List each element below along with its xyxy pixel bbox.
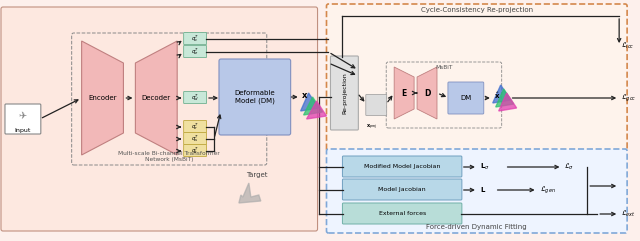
FancyBboxPatch shape — [342, 203, 462, 224]
Text: ✈: ✈ — [19, 111, 27, 121]
FancyBboxPatch shape — [219, 59, 291, 135]
Text: $\mathbf{x}$: $\mathbf{x}$ — [301, 91, 308, 100]
Text: Modified Model Jacobian: Modified Model Jacobian — [364, 164, 440, 169]
FancyBboxPatch shape — [342, 179, 462, 200]
Text: $\mathbf{x}_{proj}$: $\mathbf{x}_{proj}$ — [366, 123, 378, 132]
Polygon shape — [496, 89, 514, 107]
FancyBboxPatch shape — [326, 149, 627, 233]
Text: $q_c^T$: $q_c^T$ — [191, 33, 199, 44]
Text: External forces: External forces — [378, 211, 426, 216]
Text: $\mathcal{L}_{icc}$: $\mathcal{L}_{icc}$ — [621, 41, 635, 51]
Polygon shape — [499, 93, 516, 111]
Polygon shape — [307, 101, 326, 119]
Text: Encoder: Encoder — [88, 95, 116, 101]
FancyBboxPatch shape — [184, 46, 207, 58]
Text: Target: Target — [246, 172, 268, 178]
Text: $q_r^T$: $q_r^T$ — [191, 121, 199, 132]
FancyBboxPatch shape — [184, 92, 207, 103]
Text: Re-projection: Re-projection — [342, 72, 347, 114]
Text: Decoder: Decoder — [141, 95, 171, 101]
Text: $q_d^T$: $q_d^T$ — [191, 92, 199, 103]
FancyBboxPatch shape — [330, 56, 358, 130]
Text: $\mathcal{L}_{gcc}$: $\mathcal{L}_{gcc}$ — [621, 92, 636, 104]
Text: Cycle-Consistency Re-projection: Cycle-Consistency Re-projection — [420, 7, 533, 13]
Text: $q_t^T$: $q_t^T$ — [191, 145, 199, 156]
Polygon shape — [301, 93, 319, 111]
FancyBboxPatch shape — [326, 4, 627, 151]
Polygon shape — [417, 67, 437, 119]
Text: MsBiT: MsBiT — [435, 65, 452, 70]
Text: Model Jacobian: Model Jacobian — [378, 187, 426, 192]
Polygon shape — [303, 97, 323, 115]
Text: $\mathcal{L}_{ext}$: $\mathcal{L}_{ext}$ — [621, 209, 636, 219]
FancyBboxPatch shape — [5, 104, 41, 134]
Text: $q_e^T$: $q_e^T$ — [191, 46, 199, 57]
FancyBboxPatch shape — [184, 145, 207, 156]
FancyBboxPatch shape — [184, 33, 207, 45]
FancyBboxPatch shape — [184, 120, 207, 133]
FancyBboxPatch shape — [184, 133, 207, 145]
Text: DM: DM — [460, 95, 472, 101]
Polygon shape — [394, 67, 414, 119]
Polygon shape — [493, 85, 511, 103]
Text: E: E — [401, 88, 407, 98]
Text: D: D — [424, 88, 430, 98]
Text: $\mathbf{L}_{\sigma}$: $\mathbf{L}_{\sigma}$ — [480, 162, 490, 172]
Polygon shape — [239, 183, 260, 203]
Text: $\mathbf{L}$: $\mathbf{L}$ — [480, 186, 486, 194]
Text: Deformable
Model (DM): Deformable Model (DM) — [234, 90, 275, 104]
Polygon shape — [82, 41, 124, 155]
FancyBboxPatch shape — [448, 82, 484, 114]
Text: $q_s^T$: $q_s^T$ — [191, 133, 199, 144]
Text: Input: Input — [15, 128, 31, 133]
Text: Multi-scale Bi-channel Transformer
Network (MsBiT): Multi-scale Bi-channel Transformer Netwo… — [118, 151, 220, 162]
Text: Force-driven Dynamic Fitting: Force-driven Dynamic Fitting — [426, 224, 527, 230]
Text: $\mathcal{L}_{\sigma}$: $\mathcal{L}_{\sigma}$ — [564, 162, 575, 172]
FancyBboxPatch shape — [342, 156, 462, 177]
FancyBboxPatch shape — [366, 94, 387, 115]
Text: $\hat{\mathbf{x}}$: $\hat{\mathbf{x}}$ — [493, 91, 500, 101]
FancyBboxPatch shape — [1, 7, 317, 231]
Text: $\mathcal{L}_{gen}$: $\mathcal{L}_{gen}$ — [540, 184, 556, 196]
Polygon shape — [136, 41, 177, 155]
